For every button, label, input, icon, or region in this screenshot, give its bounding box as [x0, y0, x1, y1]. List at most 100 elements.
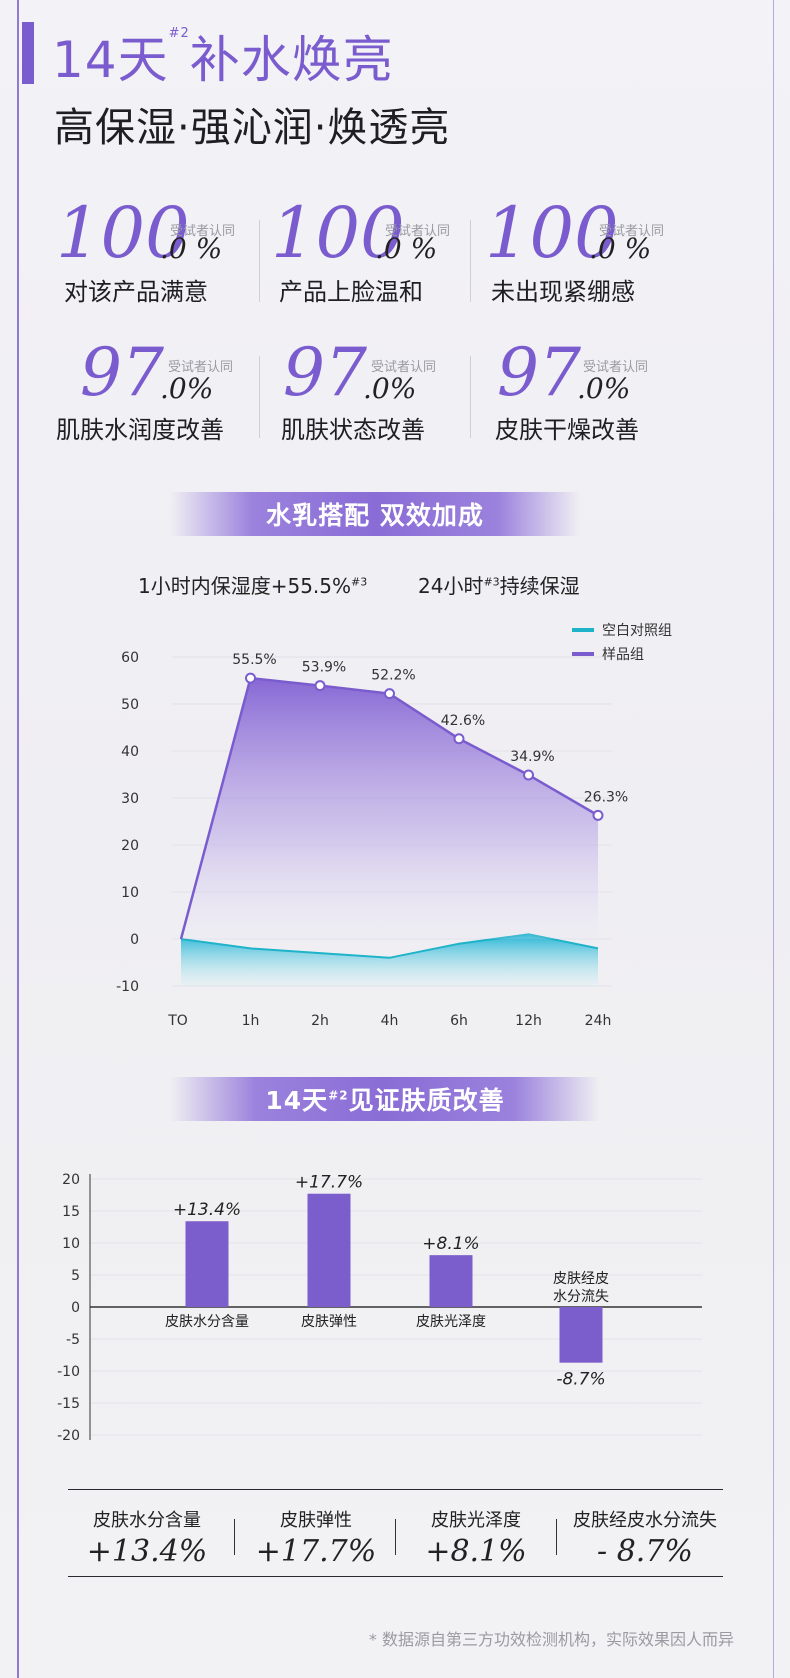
- control-group-area: [181, 934, 598, 986]
- stat-caption: 受试者认同: [599, 224, 665, 239]
- stat-big-number: 100: [271, 192, 405, 274]
- data-label: 42.6%: [441, 713, 485, 729]
- x-tick-label: TO: [167, 1013, 188, 1029]
- section-banner-1-text: 水乳搭配 双效加成: [266, 501, 484, 530]
- data-point: [453, 733, 465, 745]
- y-tick-label: 0: [71, 1300, 80, 1316]
- summary-divider: [234, 1519, 235, 1555]
- data-point: [245, 672, 256, 684]
- stat-divider: [470, 356, 471, 438]
- legend-label-control: 空白对照组: [602, 623, 672, 639]
- frame-line-right: [773, 0, 774, 1678]
- summary-value: +8.1%: [425, 1534, 527, 1569]
- stat-label: 产品上脸温和: [279, 278, 423, 306]
- data-label: 53.9%: [302, 660, 346, 676]
- bar-value-label: +8.1%: [422, 1234, 479, 1254]
- summary-cell-elasticity: 皮肤弹性 +17.7%: [246, 1506, 386, 1569]
- summary-label: 皮肤经皮水分流失: [573, 1510, 717, 1531]
- headline-footnote-mark: #2: [168, 26, 190, 41]
- y-tick-label: 5: [71, 1268, 80, 1284]
- bar-value-label: +13.4%: [173, 1200, 241, 1220]
- x-tick-label: 1h: [242, 1013, 260, 1029]
- metric-24h-pre: 24小时: [418, 574, 484, 598]
- metric-1h-hydration: 1小时内保湿度+55.5%#3: [138, 570, 367, 599]
- bar-category-label: 皮肤弹性: [301, 1314, 357, 1330]
- y-tick-label: 10: [121, 885, 139, 901]
- x-tick-label: 24h: [585, 1013, 612, 1029]
- summary-cell-moisture: 皮肤水分含量 +13.4%: [72, 1506, 222, 1569]
- bar: [429, 1255, 473, 1307]
- stat-big-number: 97: [283, 334, 367, 411]
- data-point: [384, 688, 395, 700]
- stat-decimal: .0 %: [375, 232, 438, 265]
- data-point: [592, 809, 604, 821]
- stat-decimal: .0 %: [589, 232, 652, 265]
- summary-cell-tewl: 皮肤经皮水分流失 - 8.7%: [566, 1506, 724, 1569]
- summary-divider: [556, 1519, 557, 1555]
- metric-1h-mark: #3: [351, 575, 368, 589]
- stat-label: 皮肤干燥改善: [495, 416, 639, 444]
- headline-rest: 补水焕亮: [189, 31, 394, 89]
- section-banner-2-rest: 见证肤质改善: [348, 1086, 505, 1115]
- y-tick-label: 10: [62, 1236, 80, 1252]
- metric-24h-hydration: 24小时#3持续保湿: [418, 570, 580, 599]
- stat-decimal: .0%: [160, 372, 214, 405]
- summary-top-rule: [68, 1489, 723, 1490]
- summary-label: 皮肤水分含量: [93, 1510, 201, 1531]
- summary-divider: [395, 1519, 396, 1555]
- stat-decimal: .0%: [577, 372, 631, 405]
- frame-line-left: [17, 0, 19, 1678]
- y-tick-label: 20: [62, 1172, 80, 1188]
- data-point: [523, 769, 534, 781]
- y-tick-label: 15: [62, 1204, 80, 1220]
- summary-bottom-rule: [68, 1576, 723, 1577]
- headline: 14天#2补水焕亮: [52, 20, 394, 92]
- bar-category-label: 皮肤光泽度: [416, 1314, 486, 1330]
- subheadline: 高保湿·强沁润·焕透亮: [54, 105, 451, 151]
- summary-value: - 8.7%: [597, 1534, 693, 1569]
- stat-big-number: 97: [80, 334, 164, 411]
- skin-improvement-bar-chart: 20 15 10 5 0 -5 -10 -15 -20 +13.4% 皮肤水分含量 +17.7% 皮肤…: [57, 1172, 702, 1444]
- data-label: 26.3%: [584, 789, 628, 805]
- y-tick-label: 50: [121, 697, 139, 713]
- section-banner-1: 水乳搭配 双效加成: [170, 492, 580, 536]
- stat-label: 未出现紧绷感: [491, 278, 635, 306]
- x-tick-label: 6h: [450, 1013, 468, 1029]
- stat-label: 肌肤状态改善: [281, 416, 425, 444]
- footnote: * 数据源自第三方功效检测机构，实际效果因人而异: [368, 1630, 734, 1649]
- stat-caption: 受试者认同: [583, 360, 649, 375]
- bar-category-label: 水分流失: [553, 1289, 609, 1305]
- bar-category-label: 皮肤经皮: [553, 1271, 609, 1287]
- stat-caption: 受试者认同: [385, 224, 451, 239]
- bar-category-label: 皮肤水分含量: [165, 1314, 249, 1330]
- section-banner-2: 14天#2见证肤质改善: [170, 1077, 600, 1121]
- stat-decimal: .0 %: [160, 232, 223, 265]
- stat-caption: 受试者认同: [168, 360, 234, 375]
- bar-value-label: +17.7%: [295, 1173, 363, 1193]
- data-label: 55.5%: [232, 652, 276, 668]
- bar: [559, 1307, 603, 1363]
- stat-label: 肌肤水润度改善: [56, 416, 224, 444]
- y-tick-label: -10: [116, 979, 139, 995]
- stat-caption: 受试者认同: [371, 360, 437, 375]
- stat-caption: 受试者认同: [170, 224, 236, 239]
- x-tick-label: 12h: [515, 1013, 542, 1029]
- y-tick-label: 30: [121, 791, 139, 807]
- summary-cell-radiance: 皮肤光泽度 +8.1%: [406, 1506, 546, 1569]
- legend-label-sample: 样品组: [602, 647, 644, 663]
- section-banner-2-text: 14天#2见证肤质改善: [265, 1081, 504, 1117]
- section-banner-2-mark: #2: [328, 1088, 349, 1103]
- summary-value: +13.4%: [86, 1534, 208, 1569]
- accent-bar: [22, 22, 34, 84]
- y-tick-label: 20: [121, 838, 139, 854]
- hydration-line-chart: 60 50 40 30 20 10 0 -10 TO 1h 2h 4h 6h 12h 24h 55.5% 53…: [116, 623, 672, 1029]
- metric-1h-text: 1小时内保湿度+55.5%: [138, 574, 352, 598]
- stat-decimal: .0%: [363, 372, 417, 405]
- x-tick-label: 4h: [381, 1013, 399, 1029]
- y-tick-label: -15: [57, 1396, 80, 1412]
- y-tick-label: -20: [57, 1428, 80, 1444]
- section-banner-2-days: 14天: [265, 1086, 329, 1115]
- y-tick-label: 0: [130, 932, 139, 948]
- summary-value: +17.7%: [255, 1534, 377, 1569]
- stat-big-number: 97: [497, 334, 581, 411]
